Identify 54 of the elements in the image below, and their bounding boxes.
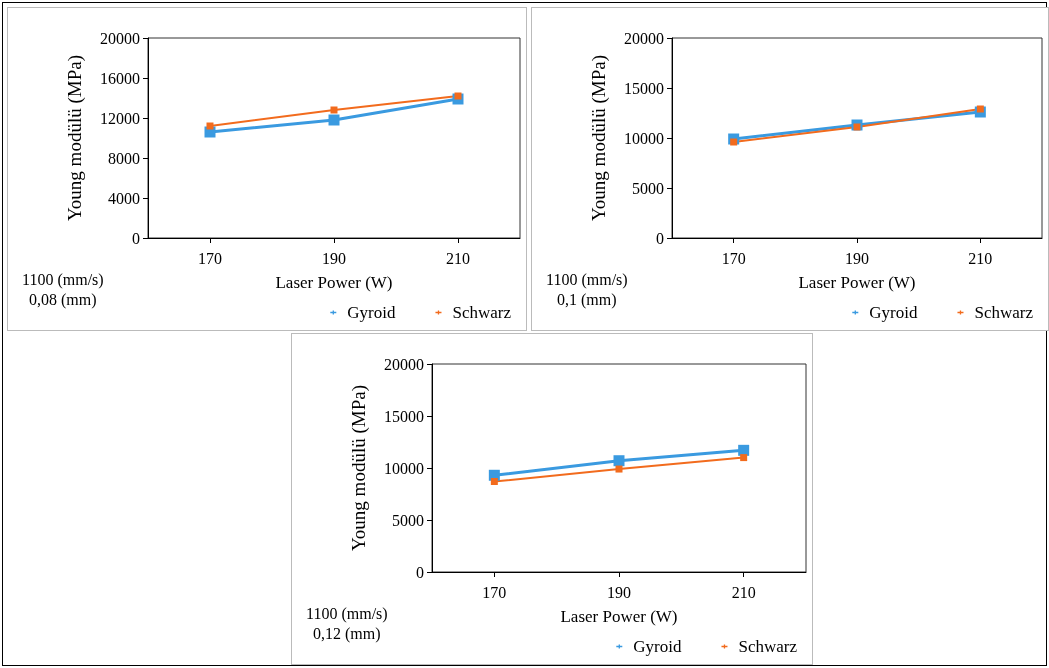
y-tick-label: 10000 <box>384 459 424 477</box>
point <box>330 106 338 114</box>
legend-label: Schwarz <box>738 637 798 656</box>
text: 1100 (mm/s) <box>22 270 104 290</box>
x-tick-label: 190 <box>845 249 869 267</box>
point <box>454 92 462 100</box>
y-tick-label: 8000 <box>108 149 140 167</box>
point <box>853 123 861 131</box>
legend-label: Gyroid <box>869 303 918 322</box>
y-tick-label: 5000 <box>392 511 424 529</box>
point <box>206 122 214 130</box>
x-tick-label: 170 <box>482 583 507 601</box>
point <box>976 105 984 113</box>
point <box>740 454 748 462</box>
x-axis-title: Laser Power (W) <box>798 273 916 292</box>
y-tick-label: 15000 <box>384 407 424 425</box>
y-tick-label: 5000 <box>632 179 664 197</box>
x-axis-title: Laser Power (W) <box>275 273 393 292</box>
y-tick-label: 15000 <box>624 79 664 97</box>
y-tick-label: 16000 <box>100 69 140 87</box>
x-tick-label: 190 <box>607 583 631 601</box>
y-tick-label: 0 <box>416 563 424 581</box>
point <box>328 114 340 126</box>
point <box>615 465 623 473</box>
text: 0,12 (mm) <box>312 624 382 644</box>
text: 0,08 (mm) <box>28 290 98 310</box>
x-tick-label: 210 <box>968 249 993 267</box>
legend-label: Gyroid <box>633 637 682 656</box>
x-tick-label: 190 <box>322 249 346 267</box>
x-tick-label: 210 <box>731 583 756 601</box>
x-axis-title: Laser Power (W) <box>560 607 678 626</box>
x-tick-label: 170 <box>721 249 746 267</box>
y-axis-title: Young modülü (MPa) <box>64 55 86 221</box>
legend-label: Schwarz <box>452 303 512 322</box>
x-tick-label: 210 <box>446 249 470 267</box>
text: 1100 (mm/s) <box>306 604 388 624</box>
legend-label: Gyroid <box>347 303 396 322</box>
text: 1100 (mm/s) <box>546 270 628 290</box>
legend-label: Schwarz <box>974 303 1034 322</box>
y-tick-label: 20000 <box>624 29 664 47</box>
y-tick-label: 12000 <box>100 109 140 127</box>
y-axis-title: Young modülü (MPa) <box>588 55 610 221</box>
y-tick-label: 10000 <box>624 129 664 147</box>
y-tick-label: 20000 <box>100 29 140 47</box>
y-axis-title: Young modülü (MPa) <box>348 385 370 551</box>
point <box>730 138 738 146</box>
y-tick-label: 20000 <box>384 355 424 373</box>
point <box>490 478 498 486</box>
text: 0,1 (mm) <box>556 290 618 310</box>
point <box>613 455 625 467</box>
y-tick-label: 0 <box>132 229 140 247</box>
x-tick-label: 170 <box>198 249 222 267</box>
y-tick-label: 4000 <box>108 189 140 207</box>
y-tick-label: 0 <box>656 229 664 247</box>
